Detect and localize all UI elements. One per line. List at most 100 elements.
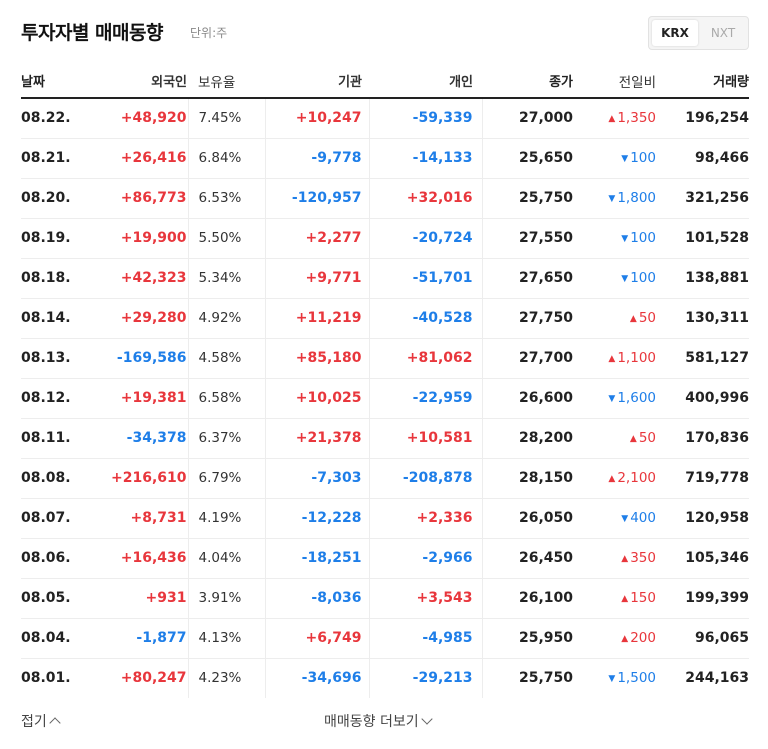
cell-institution: +6,749 xyxy=(265,618,370,659)
col-header-volume: 거래량 xyxy=(658,64,749,99)
cell-institution: -9,778 xyxy=(265,138,370,179)
cell-volume: 719,778 xyxy=(658,458,749,499)
change-value: 350 xyxy=(630,550,656,566)
cell-institution: +11,219 xyxy=(265,298,370,339)
table-row: 08.19. +19,900 5.50% +2,277 -20,724 27,550 ▼ 10… xyxy=(21,218,749,259)
cell-individual: -51,701 xyxy=(369,258,483,299)
table-header-row: 날짜 외국인 보유율 기관 개인 종가 전일비 거래량 xyxy=(21,64,749,99)
cell-individual: +3,543 xyxy=(369,578,483,619)
cell-change: ▲ 350 xyxy=(575,538,658,579)
cell-foreign: +26,416 xyxy=(71,138,189,179)
cell-foreign: +48,920 xyxy=(71,98,189,139)
cell-institution: +2,277 xyxy=(265,218,370,259)
cell-volume: 581,127 xyxy=(658,338,749,379)
cell-institution: +10,025 xyxy=(265,378,370,419)
cell-close: 28,150 xyxy=(482,458,575,499)
cell-institution: -7,303 xyxy=(265,458,370,499)
cell-close: 27,000 xyxy=(482,98,575,139)
cell-close: 27,650 xyxy=(482,258,575,299)
cell-change: ▲ 50 xyxy=(575,298,658,339)
cell-date: 08.05. xyxy=(21,578,71,619)
cell-date: 08.18. xyxy=(21,258,71,299)
cell-foreign: -34,378 xyxy=(71,418,189,459)
table-footer: 접기 매매동향 더보기 xyxy=(21,708,749,738)
cell-volume: 170,836 xyxy=(658,418,749,459)
cell-date: 08.06. xyxy=(21,538,71,579)
table-row: 08.14. +29,280 4.92% +11,219 -40,528 27,750 ▲ 5… xyxy=(21,298,749,339)
change-value: 1,500 xyxy=(617,670,656,687)
table-row: 08.22. +48,920 7.45% +10,247 -59,339 27,000 ▲ 1… xyxy=(21,98,749,139)
cell-volume: 400,996 xyxy=(658,378,749,419)
cell-date: 08.01. xyxy=(21,670,71,687)
triangle-down-icon: ▼ xyxy=(621,274,629,284)
change-value: 50 xyxy=(638,310,656,326)
cell-individual: -14,133 xyxy=(369,138,483,179)
cell-volume: 98,466 xyxy=(658,138,749,179)
cell-individual: -40,528 xyxy=(369,298,483,339)
cell-close: 25,750 xyxy=(518,670,573,687)
cell-change: ▲ 150 xyxy=(575,578,658,619)
change-value: 100 xyxy=(630,230,656,246)
cell-date: 08.04. xyxy=(21,618,71,659)
cell-close: 26,050 xyxy=(482,498,575,539)
more-trading-button[interactable]: 매매동향 더보기 xyxy=(324,711,433,731)
cell-institution: -120,957 xyxy=(265,178,370,219)
triangle-up-icon: ▲ xyxy=(608,354,616,364)
triangle-up-icon: ▲ xyxy=(608,114,616,125)
cell-institution: -18,251 xyxy=(265,538,370,579)
triangle-up-icon: ▲ xyxy=(608,474,616,484)
cell-change: ▼ 100 xyxy=(575,218,658,259)
triangle-down-icon: ▼ xyxy=(608,194,616,204)
cell-change: ▼ 400 xyxy=(575,498,658,539)
market-nxt-button[interactable]: NXT xyxy=(710,26,736,40)
cell-change: ▼ 1,500 xyxy=(575,658,658,698)
cell-holding: 6.79% xyxy=(188,458,266,499)
col-header-institution: 기관 xyxy=(265,64,369,99)
triangle-up-icon: ▲ xyxy=(629,434,637,444)
market-krx-button[interactable]: KRX xyxy=(652,20,698,46)
cell-volume: 138,881 xyxy=(658,258,749,299)
col-header-foreign: 외국인 xyxy=(71,64,188,99)
col-header-change: 전일비 xyxy=(575,64,658,99)
cell-change: ▼ 1,800 xyxy=(575,178,658,219)
cell-volume: 244,163 xyxy=(685,670,749,687)
cell-foreign: -1,877 xyxy=(71,618,189,659)
table-row: 08.07. +8,731 4.19% -12,228 +2,336 26,050 ▼ 400… xyxy=(21,498,749,539)
cell-close: 25,650 xyxy=(482,138,575,179)
table-row: 08.13. -169,586 4.58% +85,180 +81,062 27,700 ▲… xyxy=(21,338,749,379)
table-row: 08.11. -34,378 6.37% +21,378 +10,581 28,200 ▲ 5… xyxy=(21,418,749,459)
cell-date: 08.14. xyxy=(21,298,71,339)
cell-foreign: +29,280 xyxy=(71,298,189,339)
cell-close: 26,100 xyxy=(482,578,575,619)
col-header-individual: 개인 xyxy=(369,64,482,99)
cell-foreign: +8,731 xyxy=(71,498,189,539)
cell-individual: -29,213 xyxy=(369,658,483,698)
change-value: 1,100 xyxy=(617,350,656,366)
triangle-up-icon: ▲ xyxy=(621,554,629,564)
table-row: 08.21. +26,416 6.84% -9,778 -14,133 25,650 ▼ 10… xyxy=(21,138,749,179)
collapse-label: 접기 xyxy=(21,714,47,730)
cell-change: ▲ 1,350 xyxy=(575,98,658,139)
change-value: 2,100 xyxy=(617,470,656,486)
cell-change: ▼ 100 xyxy=(575,138,658,179)
table-row: 08.05. +931 3.91% -8,036 +3,543 26,100 ▲ 150 199… xyxy=(21,578,749,619)
cell-holding: 6.84% xyxy=(188,138,266,179)
cell-foreign: -169,586 xyxy=(71,338,189,379)
change-value: 200 xyxy=(630,630,656,646)
cell-foreign: +86,773 xyxy=(71,178,189,219)
cell-institution: +9,771 xyxy=(265,258,370,299)
cell-foreign: +216,610 xyxy=(71,458,189,499)
section-title: 투자자별 매매동향 xyxy=(21,22,163,44)
cell-change: ▲ 1,100 xyxy=(575,338,658,379)
cell-individual: -2,966 xyxy=(369,538,483,579)
cell-foreign: +16,436 xyxy=(71,538,189,579)
table-row: 08.01. +80,247 4.23% -34,696 -29,213 25,750 ▼ 1… xyxy=(21,658,749,698)
cell-holding: 6.53% xyxy=(188,178,266,219)
cell-individual: -20,724 xyxy=(369,218,483,259)
cell-date: 08.07. xyxy=(21,498,71,539)
change-value: 150 xyxy=(630,590,656,606)
cell-volume: 321,256 xyxy=(658,178,749,219)
cell-volume: 130,311 xyxy=(658,298,749,339)
collapse-button[interactable]: 접기 xyxy=(21,711,61,731)
cell-date: 08.12. xyxy=(21,378,71,419)
